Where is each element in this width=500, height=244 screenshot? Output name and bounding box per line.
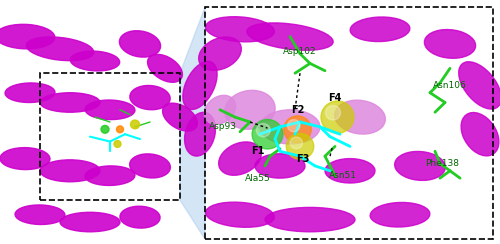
Ellipse shape: [101, 125, 109, 133]
Text: Asn51: Asn51: [328, 171, 356, 180]
Ellipse shape: [130, 120, 140, 129]
Ellipse shape: [260, 110, 320, 144]
Ellipse shape: [255, 154, 305, 178]
Ellipse shape: [40, 93, 100, 112]
Ellipse shape: [461, 112, 499, 156]
Ellipse shape: [424, 30, 476, 58]
Ellipse shape: [70, 51, 120, 71]
Ellipse shape: [40, 160, 100, 182]
Ellipse shape: [184, 112, 216, 156]
Ellipse shape: [321, 101, 354, 133]
Ellipse shape: [130, 85, 170, 110]
Ellipse shape: [247, 23, 333, 50]
Ellipse shape: [284, 116, 311, 143]
Ellipse shape: [206, 202, 274, 227]
Text: F2: F2: [291, 105, 304, 115]
Ellipse shape: [120, 31, 160, 57]
Ellipse shape: [458, 62, 500, 109]
Bar: [40, 73, 180, 200]
Ellipse shape: [290, 137, 302, 149]
Ellipse shape: [130, 154, 170, 178]
Ellipse shape: [5, 83, 55, 102]
Ellipse shape: [334, 100, 386, 134]
Text: Asn106: Asn106: [433, 81, 467, 90]
Ellipse shape: [326, 105, 340, 120]
Ellipse shape: [288, 120, 300, 132]
Ellipse shape: [85, 166, 135, 185]
Ellipse shape: [256, 123, 270, 137]
Ellipse shape: [162, 103, 198, 131]
Ellipse shape: [206, 17, 274, 42]
Ellipse shape: [370, 203, 430, 227]
Ellipse shape: [252, 119, 283, 149]
Ellipse shape: [325, 159, 375, 183]
Text: F4: F4: [328, 93, 342, 102]
Ellipse shape: [148, 54, 182, 82]
Ellipse shape: [350, 17, 410, 41]
Ellipse shape: [286, 133, 314, 159]
Bar: [205, 7, 492, 239]
Text: Asp93: Asp93: [208, 122, 236, 131]
Ellipse shape: [85, 100, 135, 120]
Ellipse shape: [225, 90, 275, 129]
Text: F3: F3: [296, 154, 309, 163]
Ellipse shape: [265, 207, 355, 232]
Ellipse shape: [120, 206, 160, 228]
Ellipse shape: [394, 152, 446, 180]
Ellipse shape: [0, 24, 55, 49]
Ellipse shape: [26, 37, 94, 61]
Text: Phe138: Phe138: [426, 159, 460, 168]
Ellipse shape: [198, 37, 242, 70]
Ellipse shape: [15, 205, 65, 224]
Ellipse shape: [60, 212, 120, 232]
Ellipse shape: [114, 141, 121, 147]
Text: Ala55: Ala55: [244, 174, 270, 183]
Ellipse shape: [116, 126, 123, 133]
Text: Asp102: Asp102: [283, 47, 317, 56]
Polygon shape: [180, 7, 205, 239]
Ellipse shape: [218, 142, 262, 175]
Ellipse shape: [204, 95, 236, 124]
Ellipse shape: [0, 148, 50, 170]
Ellipse shape: [183, 61, 217, 110]
Text: F1: F1: [251, 146, 264, 156]
